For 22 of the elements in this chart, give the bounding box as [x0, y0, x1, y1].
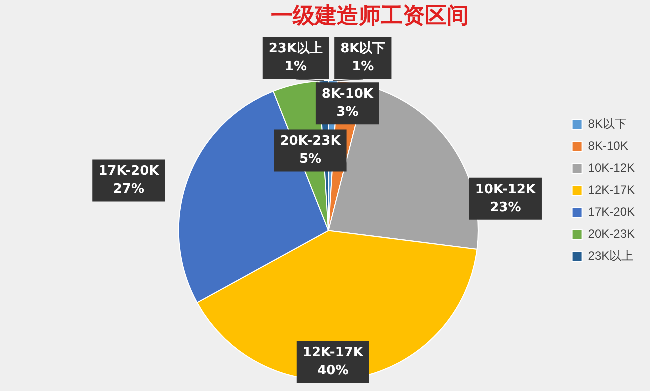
- legend-label: 17K-20K: [588, 204, 636, 219]
- chart-title: 一级建造师工资区间: [271, 2, 469, 29]
- data-label: 23%: [490, 200, 522, 216]
- slice-label: 12K-17K: [302, 346, 364, 361]
- data-label: 1%: [284, 60, 308, 75]
- legend-label: 20K-23K: [588, 226, 636, 241]
- slice-label: 8K以下: [340, 42, 386, 57]
- legend-label: 10K-12K: [588, 160, 636, 175]
- data-label: 1%: [352, 60, 374, 75]
- legend-label: 8K-10K: [588, 138, 628, 153]
- slice-label: 17K-20K: [98, 164, 160, 180]
- slice-label: 23K以上: [268, 42, 324, 57]
- slice-label: 10K-12K: [475, 182, 537, 198]
- slice-label: 8K-10K: [322, 86, 374, 102]
- legend-label: 12K-17K: [588, 182, 636, 197]
- slice-label: 20K-23K: [280, 134, 342, 150]
- legend-label: 8K以下: [588, 116, 627, 131]
- data-label: 3%: [336, 104, 359, 120]
- data-label: 27%: [113, 182, 144, 198]
- data-label: 40%: [318, 364, 349, 379]
- legend-label: 23K以上: [588, 248, 634, 263]
- data-label: 5%: [299, 152, 322, 168]
